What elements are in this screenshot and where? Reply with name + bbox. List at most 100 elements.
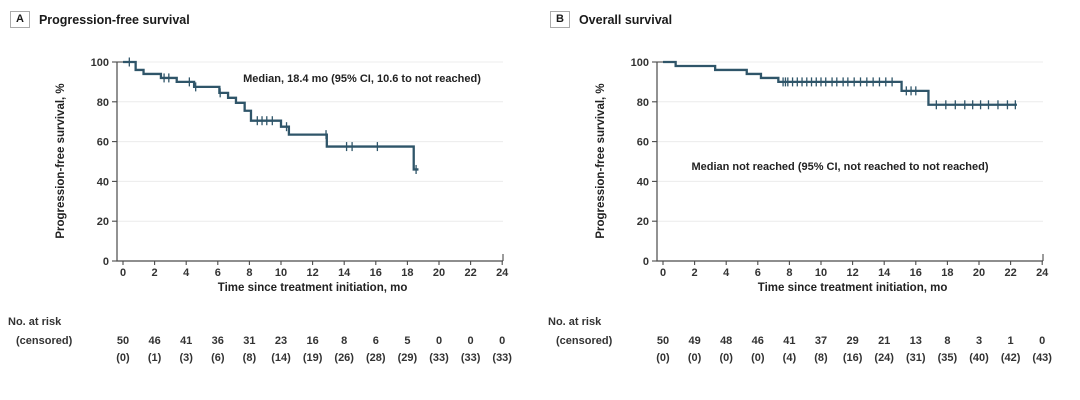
panel-a-letter-badge: A (10, 11, 30, 28)
at-risk-count: 37 (815, 335, 827, 347)
panel-b-title: Overall survival (578, 12, 673, 27)
x-tick-label: 6 (755, 267, 761, 279)
censored-count: (6) (211, 352, 225, 364)
censored-count: (8) (814, 352, 828, 364)
y-tick-label: 20 (97, 216, 109, 228)
censored-count: (0) (656, 352, 670, 364)
x-tick-label: 16 (370, 267, 382, 279)
x-tick-label: 6 (215, 267, 221, 279)
censored-count: (33) (492, 352, 512, 364)
at-risk-count: 50 (657, 335, 669, 347)
panel-a-header: A Progression-free survival (10, 11, 190, 28)
at-risk-count: 48 (720, 335, 732, 347)
at-risk-count: 41 (783, 335, 795, 347)
risk-table-censored-label: (censored) (556, 335, 613, 347)
y-tick-label: 0 (643, 256, 649, 268)
y-tick-label: 40 (637, 176, 649, 188)
at-risk-count: 49 (688, 335, 700, 347)
at-risk-count: 21 (878, 335, 890, 347)
censored-count: (19) (303, 352, 323, 364)
survival-curve (663, 60, 1017, 106)
panel-progression-free-survival: A Progression-free survival 0 20 40 60 80 100… (8, 11, 512, 364)
censored-count: (4) (783, 352, 797, 364)
censored-count: (26) (334, 352, 354, 364)
at-risk-count: 46 (148, 335, 160, 347)
at-risk-count: 5 (404, 335, 410, 347)
median-annotation: Median not reached (95% CI, not reached … (691, 161, 988, 173)
x-tick-label: 10 (275, 267, 287, 279)
y-tick-label: 60 (97, 137, 109, 149)
censored-count: (43) (1032, 352, 1052, 364)
censored-count: (1) (148, 352, 162, 364)
risk-table-label: No. at risk (8, 316, 62, 328)
censored-count: (0) (751, 352, 765, 364)
x-tick-label: 14 (878, 267, 891, 279)
at-risk-count: 50 (117, 335, 129, 347)
x-tick-label: 16 (910, 267, 922, 279)
censored-count: (16) (843, 352, 863, 364)
at-risk-count: 13 (910, 335, 922, 347)
censored-count: (33) (461, 352, 481, 364)
median-annotation: Median, 18.4 mo (95% CI, 10.6 to not rea… (243, 73, 481, 85)
at-risk-count: 3 (976, 335, 982, 347)
y-tick-label: 20 (637, 216, 649, 228)
panel-b-letter-badge: B (550, 11, 570, 28)
risk-table-label: No. at risk (548, 316, 602, 328)
censored-count: (28) (366, 352, 386, 364)
x-tick-label: 4 (723, 267, 730, 279)
x-tick-label: 24 (1036, 267, 1049, 279)
at-risk-count: 8 (944, 335, 950, 347)
at-risk-count: 0 (436, 335, 442, 347)
at-risk-count: 41 (180, 335, 192, 347)
y-tick-label: 0 (103, 256, 109, 268)
at-risk-count: 29 (846, 335, 858, 347)
censored-count: (8) (243, 352, 257, 364)
at-risk-count: 31 (243, 335, 255, 347)
at-risk-count: 6 (373, 335, 379, 347)
x-tick-label: 18 (941, 267, 953, 279)
censored-count: (14) (271, 352, 291, 364)
censored-count: (0) (116, 352, 130, 364)
axis-frame (116, 62, 503, 262)
y-tick-label: 40 (97, 176, 109, 188)
x-tick-label: 20 (973, 267, 985, 279)
at-risk-count: 16 (306, 335, 318, 347)
at-risk-count: 46 (752, 335, 764, 347)
x-tick-label: 4 (183, 267, 190, 279)
y-tick-label: 60 (637, 137, 649, 149)
panel-a-title: Progression-free survival (38, 12, 190, 27)
x-tick-label: 0 (660, 267, 666, 279)
at-risk-count: 36 (212, 335, 224, 347)
x-tick-label: 22 (1004, 267, 1016, 279)
x-tick-label: 12 (846, 267, 858, 279)
x-tick-label: 8 (786, 267, 792, 279)
x-tick-label: 2 (692, 267, 698, 279)
x-axis-title: Time since treatment initiation, mo (758, 282, 948, 294)
censored-count: (42) (1001, 352, 1021, 364)
y-axis-title: Progression-free survival, % (595, 83, 607, 238)
censored-count: (33) (429, 352, 449, 364)
x-axis-title: Time since treatment initiation, mo (218, 282, 408, 294)
risk-table-censored-label: (censored) (16, 335, 73, 347)
at-risk-count: 0 (1039, 335, 1045, 347)
y-tick-label: 80 (97, 97, 109, 109)
x-tick-label: 10 (815, 267, 827, 279)
censored-count: (29) (398, 352, 418, 364)
x-tick-label: 18 (401, 267, 413, 279)
survival-curve (123, 60, 419, 171)
censored-count: (40) (969, 352, 989, 364)
at-risk-count: 1 (1008, 335, 1014, 347)
censored-count: (3) (179, 352, 193, 364)
panel-overall-survival: B Overall survival 0 20 40 60 80 100 0 2 4 6 8 10 12… (540, 0, 1080, 400)
censored-count: (31) (906, 352, 926, 364)
at-risk-count: 23 (275, 335, 287, 347)
y-tick-label: 100 (631, 57, 649, 69)
panel-b-header: B Overall survival (550, 11, 672, 28)
y-tick-label: 80 (637, 97, 649, 109)
x-tick-label: 0 (120, 267, 126, 279)
censored-count: (35) (938, 352, 958, 364)
x-tick-label: 2 (152, 267, 158, 279)
